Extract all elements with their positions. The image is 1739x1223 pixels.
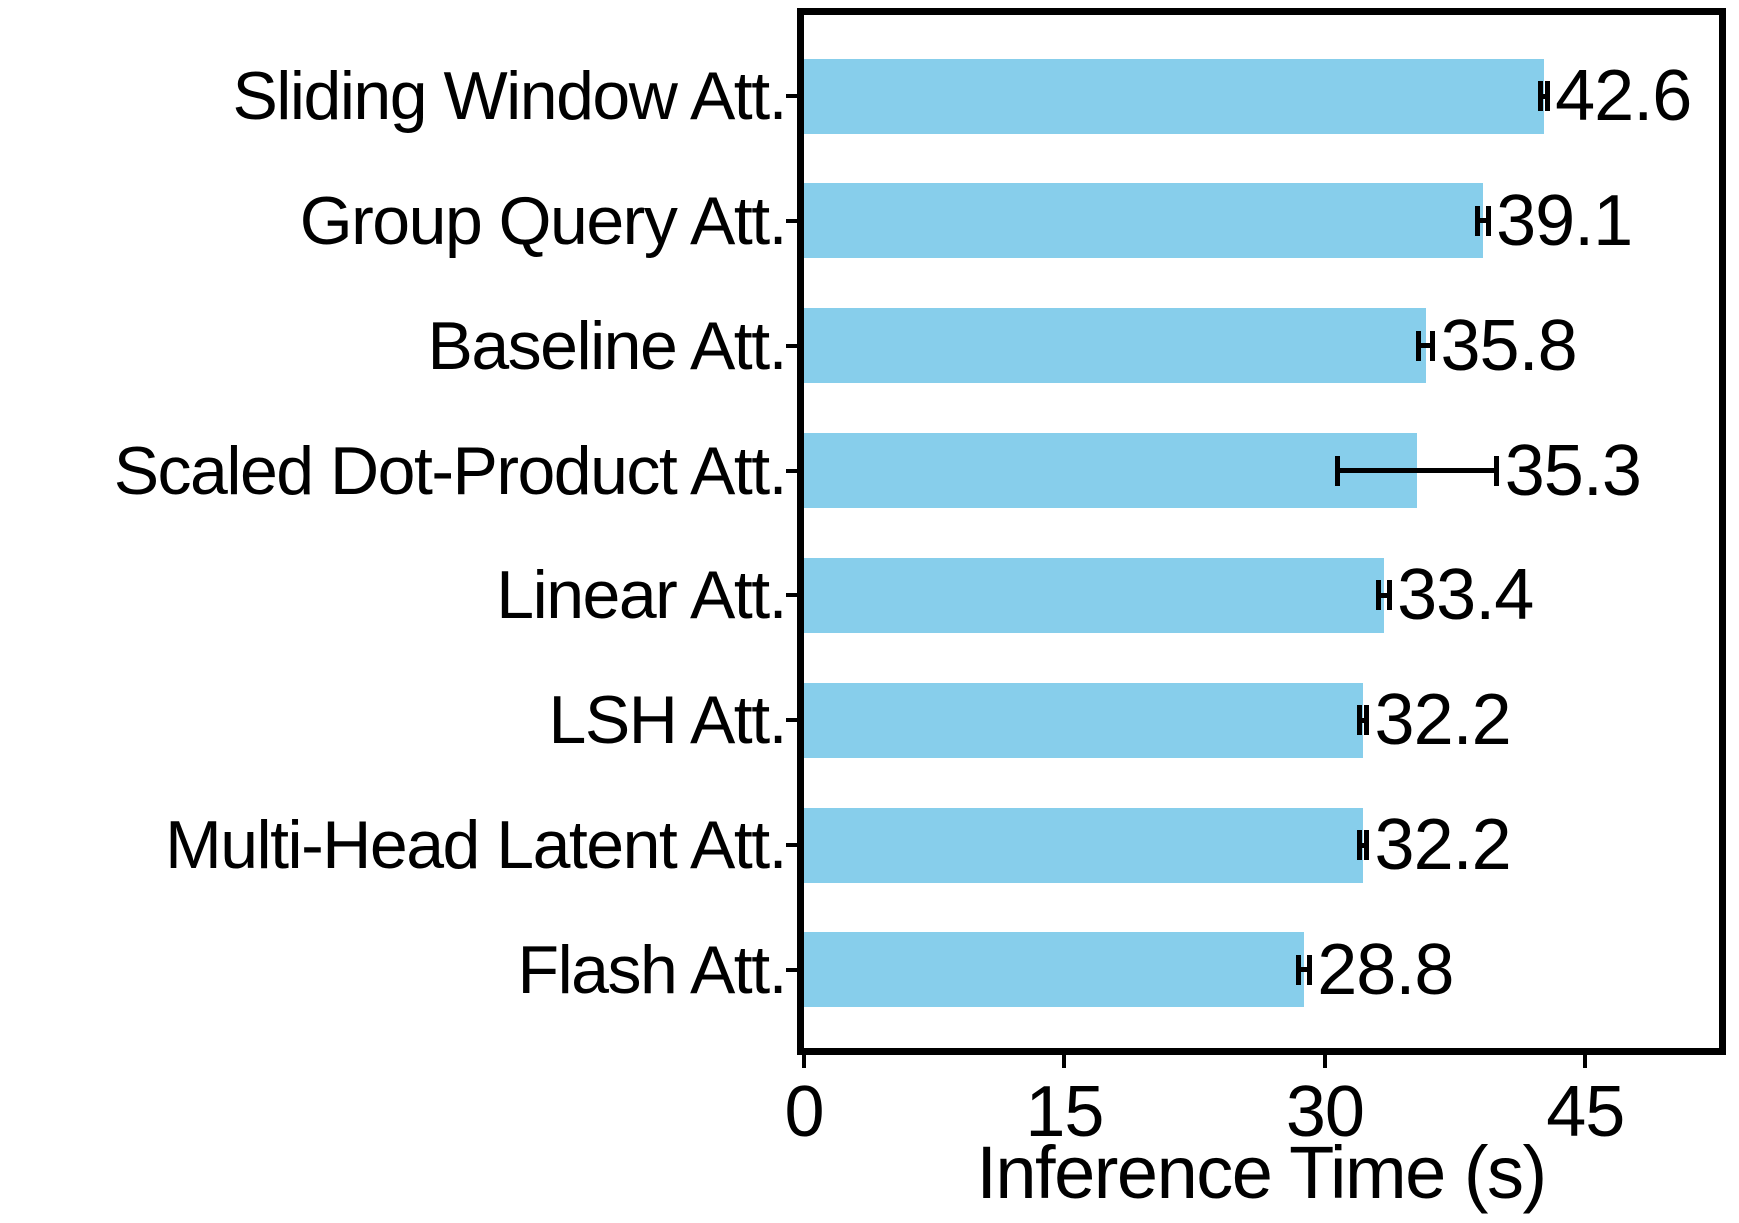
y-axis-tick	[786, 343, 797, 348]
value-label: 32.2	[1374, 805, 1512, 886]
error-bar-cap-right	[1430, 330, 1436, 361]
bar	[804, 308, 1426, 384]
bar	[804, 58, 1544, 134]
error-bar-cap-right	[1364, 705, 1370, 736]
y-axis-tick	[786, 843, 797, 848]
x-axis-tick	[1583, 1055, 1588, 1068]
bar	[804, 183, 1483, 259]
y-axis-tick	[786, 593, 797, 598]
category-label: Multi-Head Latent Att.	[165, 807, 787, 884]
x-axis-tick	[802, 1055, 806, 1068]
error-bar-cap-right	[1544, 81, 1550, 111]
error-bar-cap-right	[1306, 954, 1312, 985]
category-label: Baseline Att.	[427, 307, 787, 384]
error-bar-cap-left	[1537, 81, 1543, 111]
error-bar-cap-left	[1357, 705, 1363, 736]
error-bar-cap-left	[1416, 330, 1422, 361]
y-axis-tick	[786, 967, 797, 972]
category-label: Sliding Window Att.	[232, 58, 787, 134]
error-bar-line	[1359, 717, 1367, 723]
error-bar-cap-right	[1364, 830, 1370, 861]
bar	[804, 557, 1384, 633]
bar	[804, 807, 1364, 883]
value-label: 33.4	[1397, 555, 1534, 636]
category-label: Linear Att.	[496, 557, 787, 634]
plot-area: 42.6 39.1 35.8 35.3 33.4 32.2 32.2 28.8	[797, 8, 1726, 1055]
value-label: 35.8	[1440, 305, 1578, 386]
bar	[804, 682, 1364, 758]
y-axis-tick	[786, 718, 797, 723]
x-axis-tick	[1062, 1055, 1067, 1068]
value-label: 35.3	[1504, 430, 1642, 511]
error-bar-cap-left	[1357, 830, 1363, 861]
x-axis-tick	[1322, 1055, 1327, 1068]
x-tick-label: 15	[1025, 1072, 1104, 1152]
error-bar-cap-left	[1376, 580, 1382, 611]
error-bar-line	[1359, 842, 1367, 848]
error-bar-cap-right	[1386, 580, 1392, 611]
y-axis-tick	[786, 94, 797, 98]
x-axis-label: Inference Time (s)	[976, 1131, 1547, 1214]
error-bar-line	[1477, 218, 1489, 224]
x-tick-label: 30	[1285, 1072, 1365, 1152]
value-label: 28.8	[1317, 929, 1454, 1010]
y-axis-tick	[786, 468, 797, 473]
y-axis-tick	[786, 218, 797, 223]
bar	[804, 932, 1305, 1008]
bar	[804, 433, 1417, 509]
x-tick-label: 0	[784, 1072, 824, 1152]
error-bar-line	[1418, 343, 1433, 349]
error-bar-cap-right	[1494, 455, 1500, 486]
value-label: 32.2	[1374, 680, 1512, 761]
error-bar-cap-right	[1485, 205, 1491, 236]
error-bar-line	[1378, 592, 1390, 598]
error-bar-line	[1337, 468, 1497, 474]
error-bar-line	[1540, 93, 1548, 99]
error-bar-line	[1298, 967, 1310, 973]
category-label: Group Query Att.	[299, 182, 788, 259]
category-label: LSH Att.	[548, 682, 788, 759]
value-label: 39.1	[1496, 180, 1633, 261]
error-bar-cap-left	[1296, 954, 1302, 985]
value-label: 42.6	[1555, 56, 1692, 136]
category-label: Flash Att.	[517, 931, 788, 1008]
x-tick-label: 45	[1546, 1072, 1625, 1152]
error-bar-cap-left	[1475, 205, 1481, 236]
error-bar-cap-left	[1334, 455, 1340, 486]
category-label: Scaled Dot-Product Att.	[113, 432, 788, 509]
